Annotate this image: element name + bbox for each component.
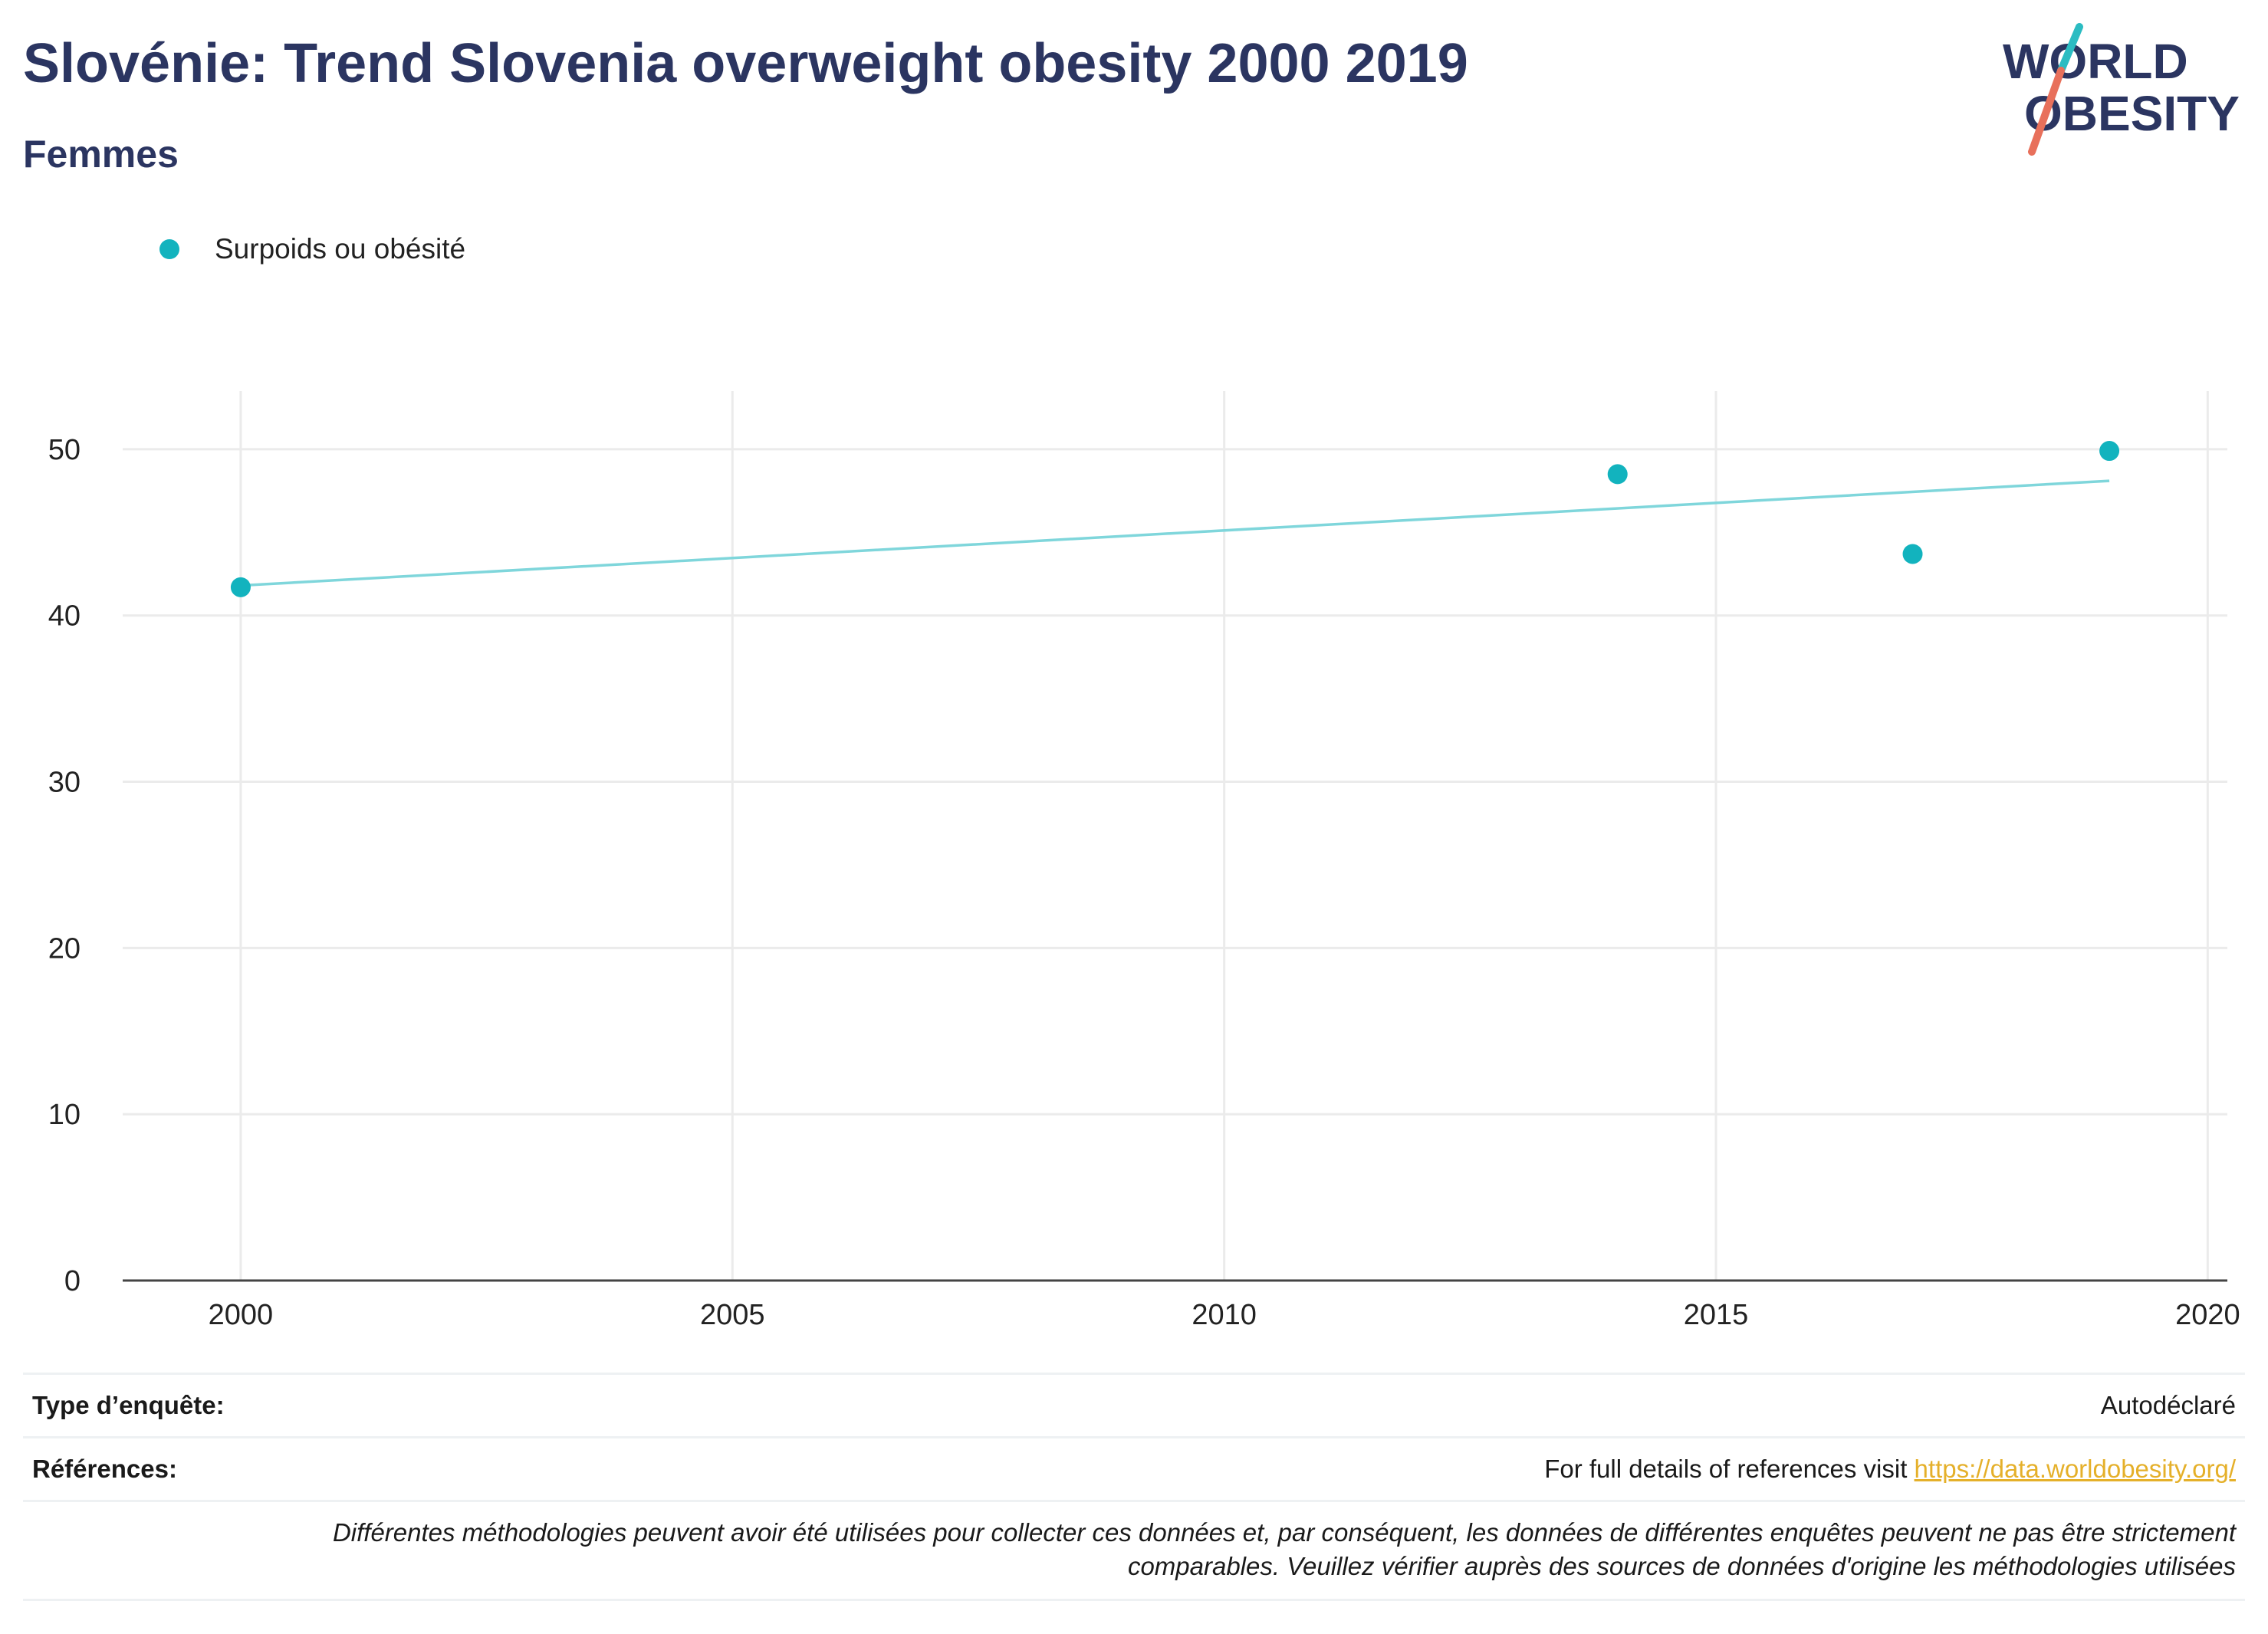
legend-marker: [159, 239, 179, 259]
page-title: Slovénie: Trend Slovenia overweight obes…: [23, 33, 1468, 94]
data-point: [1902, 544, 1923, 564]
page-subtitle: Femmes: [23, 133, 179, 176]
survey-type-row: Type d’enquête: Autodéclaré: [23, 1373, 2245, 1436]
y-tick-label: 0: [64, 1265, 81, 1297]
y-tick-label: 20: [48, 932, 81, 965]
data-point: [230, 577, 251, 597]
disclaimer-line-2: comparables. Veuillez vérifier auprès de…: [1127, 1552, 2236, 1580]
y-tick-label: 40: [48, 600, 81, 633]
data-point: [2099, 441, 2120, 462]
x-tick-label: 2015: [1684, 1299, 1749, 1331]
references-label: Références:: [32, 1455, 177, 1483]
x-tick-label: 2005: [700, 1299, 765, 1331]
references-value: For full details of references visit htt…: [1544, 1455, 2236, 1484]
logo-slash-coral: [2028, 67, 2065, 156]
legend-label: Surpoids ou obésité: [215, 233, 466, 265]
logo-text-world: WORLD: [2003, 34, 2188, 89]
y-tick-label: 10: [48, 1099, 81, 1131]
logo-slash-teal: [2057, 23, 2083, 74]
trend-line: [240, 479, 2110, 587]
references-link[interactable]: https://data.worldobesity.org/: [1914, 1455, 2236, 1483]
x-tick-label: 2020: [2175, 1299, 2240, 1331]
trend-chart: 0 10 20 30 40 50 2000 2005 2010 2015 2020: [48, 391, 2240, 1331]
chart-legend: Surpoids ou obésité: [159, 230, 465, 268]
survey-type-value: Autodéclaré: [2100, 1391, 2236, 1419]
data-point: [1607, 464, 1628, 485]
world-obesity-logo: WORLD OBESITY: [2003, 23, 2240, 156]
logo-text-obesity: OBESITY: [2024, 86, 2240, 141]
references-row: Références: For full details of referenc…: [23, 1436, 2245, 1500]
x-tick-label: 2010: [1192, 1299, 1257, 1331]
y-tick-label: 30: [48, 767, 81, 799]
survey-type-label: Type d’enquête:: [32, 1391, 225, 1419]
references-text: For full details of references visit: [1544, 1455, 1908, 1483]
y-tick-label: 50: [48, 434, 81, 466]
x-tick-label: 2000: [209, 1299, 274, 1331]
chart-footer: Type d’enquête: Autodéclaré Références: …: [23, 1373, 2245, 1601]
disclaimer-line-1: Différentes méthodologies peuvent avoir …: [332, 1518, 2236, 1547]
methodology-disclaimer: Différentes méthodologies peuvent avoir …: [23, 1500, 2245, 1601]
